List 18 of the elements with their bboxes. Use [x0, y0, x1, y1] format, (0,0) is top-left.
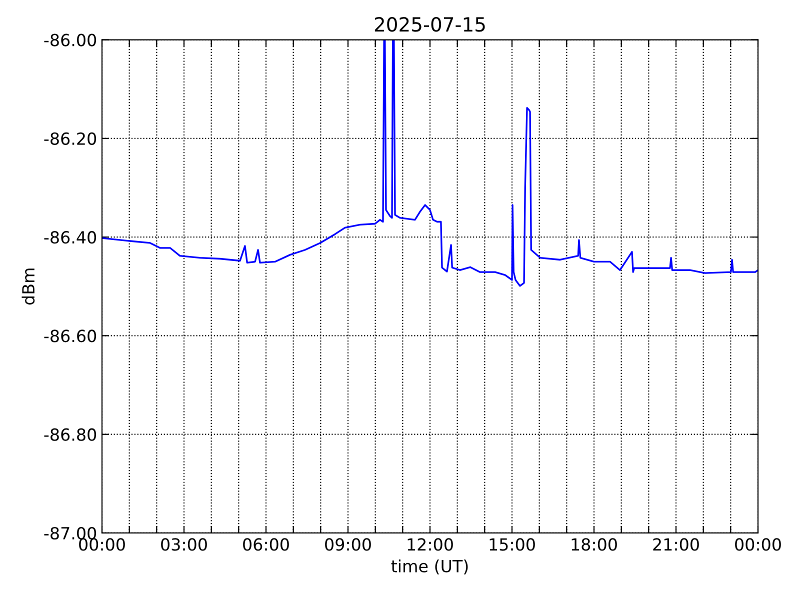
- x-tick-label: 09:00: [325, 538, 371, 551]
- x-axis-title: time (UT): [391, 560, 468, 574]
- y-tick-label: -86.20: [44, 132, 96, 145]
- x-tick-label: 15:00: [490, 538, 535, 551]
- y-tick-label: -86.00: [44, 34, 96, 46]
- y-tick-label: -86.60: [44, 330, 96, 342]
- x-tick-label: 00:00: [735, 538, 781, 551]
- y-tick-label: -87.00: [44, 526, 96, 540]
- x-tick-label: 03:00: [161, 538, 207, 551]
- x-tick-label: 00:00: [79, 538, 125, 551]
- x-tick-label: 18:00: [572, 538, 617, 551]
- x-tick-label: 06:00: [243, 538, 289, 551]
- chart-title: 2025-07-15: [374, 17, 485, 32]
- x-tick-label: 12:00: [408, 538, 453, 551]
- y-tick-label: -86.80: [44, 428, 96, 441]
- y-tick-label: -86.40: [44, 231, 96, 244]
- y-axis-title: dBm: [22, 268, 35, 305]
- x-tick-label: 21:00: [653, 538, 699, 551]
